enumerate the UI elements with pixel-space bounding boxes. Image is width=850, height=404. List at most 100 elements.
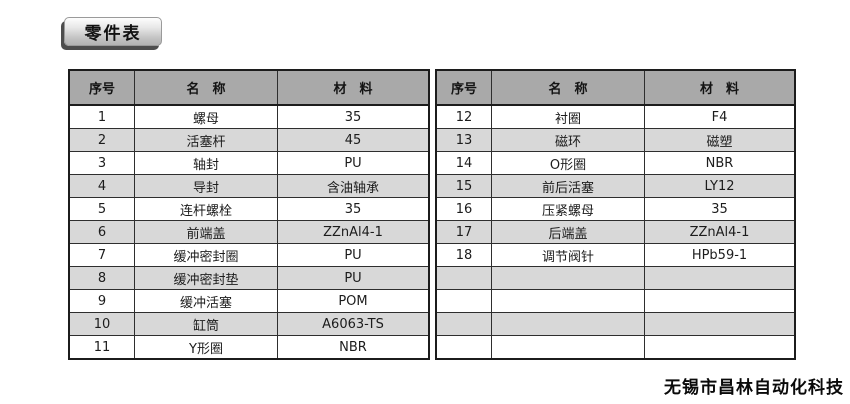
row-no-cell: 1 — [68, 104, 135, 129]
part-name-cell: 缓冲密封圈 — [134, 243, 278, 267]
row-no-cell — [435, 289, 492, 313]
part-name-cell: 调节阀针 — [491, 243, 645, 267]
part-name-cell: 前后活塞 — [491, 174, 645, 198]
part-name-cell — [491, 335, 645, 360]
material-cell: 35 — [277, 104, 430, 129]
company-brand-text: 无锡市昌林自动化科技 — [664, 378, 844, 398]
part-name-cell: 磁环 — [491, 128, 645, 152]
row-no-cell: 8 — [68, 266, 135, 290]
row-no-cell: 7 — [68, 243, 135, 267]
material-cell: LY12 — [644, 174, 796, 198]
row-no-cell: 2 — [68, 128, 135, 152]
material-cell: 45 — [277, 128, 430, 152]
row-no-cell: 3 — [68, 151, 135, 175]
header-material: 材 料 — [644, 69, 796, 106]
row-no-cell: 15 — [435, 174, 492, 198]
table-row: 6 前端盖 ZZnAl4-1 — [68, 220, 430, 244]
part-name-cell — [491, 289, 645, 313]
part-name-cell: 螺母 — [134, 104, 278, 129]
row-no-cell — [435, 335, 492, 360]
row-no-cell: 9 — [68, 289, 135, 313]
table-row: 1 螺母 35 — [68, 104, 430, 129]
table-row: 8 缓冲密封垫 PU — [68, 266, 430, 290]
table-row: 9 缓冲活塞 POM — [68, 289, 430, 313]
table-row: 7 缓冲密封圈 PU — [68, 243, 430, 267]
part-name-cell: 缓冲活塞 — [134, 289, 278, 313]
table-row: 17 后端盖 ZZnAl4-1 — [435, 220, 796, 244]
material-cell: HPb59-1 — [644, 243, 796, 267]
header-no: 序号 — [435, 69, 492, 106]
row-no-cell: 10 — [68, 312, 135, 336]
material-cell — [644, 289, 796, 313]
table-row: 13 磁环 磁塑 — [435, 128, 796, 152]
table-row — [435, 312, 796, 336]
table-row: 4 导封 含油轴承 — [68, 174, 430, 198]
material-cell: POM — [277, 289, 430, 313]
part-name-cell: O形圈 — [491, 151, 645, 175]
table-row: 14 O形圈 NBR — [435, 151, 796, 175]
part-name-cell: 衬圈 — [491, 104, 645, 129]
table-body: 1 螺母 35 2 活塞杆 45 3 轴封 PU 4 导封 含油轴承 5 连杆螺栓 35 6 前端盖 Z… — [68, 104, 430, 360]
header-name: 名 称 — [134, 69, 278, 106]
row-no-cell: 11 — [68, 335, 135, 360]
header-row: 序号 名 称 材 料 — [435, 69, 796, 106]
material-cell: PU — [277, 243, 430, 267]
table-row: 3 轴封 PU — [68, 151, 430, 175]
table-row: 12 衬圈 F4 — [435, 104, 796, 129]
material-cell — [644, 266, 796, 290]
row-no-cell: 17 — [435, 220, 492, 244]
material-cell: 35 — [277, 197, 430, 221]
header-name: 名 称 — [491, 69, 645, 106]
page-title: 零件表 — [84, 24, 142, 44]
material-cell — [644, 312, 796, 336]
parts-table-right: 序号 名 称 材 料 12 衬圈 F4 13 磁环 磁塑 14 O形圈 NBR 15 前后活塞… — [435, 69, 796, 360]
row-no-cell — [435, 312, 492, 336]
part-name-cell — [491, 266, 645, 290]
header-row: 序号 名 称 材 料 — [68, 69, 430, 106]
table-row: 5 连杆螺栓 35 — [68, 197, 430, 221]
part-name-cell: 前端盖 — [134, 220, 278, 244]
material-cell: 含油轴承 — [277, 174, 430, 198]
table-row: 18 调节阀针 HPb59-1 — [435, 243, 796, 267]
material-cell: PU — [277, 266, 430, 290]
part-name-cell: 缓冲密封垫 — [134, 266, 278, 290]
part-name-cell — [491, 312, 645, 336]
table-header: 序号 名 称 材 料 — [435, 69, 796, 106]
table-header: 序号 名 称 材 料 — [68, 69, 430, 106]
material-cell: NBR — [277, 335, 430, 360]
table-row: 16 压紧螺母 35 — [435, 197, 796, 221]
table-row: 2 活塞杆 45 — [68, 128, 430, 152]
table-row — [435, 335, 796, 360]
part-name-cell: 缸筒 — [134, 312, 278, 336]
table-row — [435, 289, 796, 313]
title-badge: 零件表 — [64, 17, 162, 46]
table-row: 15 前后活塞 LY12 — [435, 174, 796, 198]
part-name-cell: 后端盖 — [491, 220, 645, 244]
row-no-cell: 14 — [435, 151, 492, 175]
material-cell: F4 — [644, 104, 796, 129]
row-no-cell: 18 — [435, 243, 492, 267]
row-no-cell: 12 — [435, 104, 492, 129]
material-cell: NBR — [644, 151, 796, 175]
material-cell: 磁塑 — [644, 128, 796, 152]
row-no-cell: 6 — [68, 220, 135, 244]
header-no: 序号 — [68, 69, 135, 106]
row-no-cell: 5 — [68, 197, 135, 221]
table-row: 11 Y形圈 NBR — [68, 335, 430, 360]
material-cell: A6063-TS — [277, 312, 430, 336]
row-no-cell: 13 — [435, 128, 492, 152]
part-name-cell: 连杆螺栓 — [134, 197, 278, 221]
material-cell: PU — [277, 151, 430, 175]
header-material: 材 料 — [277, 69, 430, 106]
part-name-cell: 压紧螺母 — [491, 197, 645, 221]
row-no-cell: 4 — [68, 174, 135, 198]
material-cell: 35 — [644, 197, 796, 221]
row-no-cell — [435, 266, 492, 290]
material-cell — [644, 335, 796, 360]
part-name-cell: 活塞杆 — [134, 128, 278, 152]
part-name-cell: Y形圈 — [134, 335, 278, 360]
part-name-cell: 导封 — [134, 174, 278, 198]
row-no-cell: 16 — [435, 197, 492, 221]
